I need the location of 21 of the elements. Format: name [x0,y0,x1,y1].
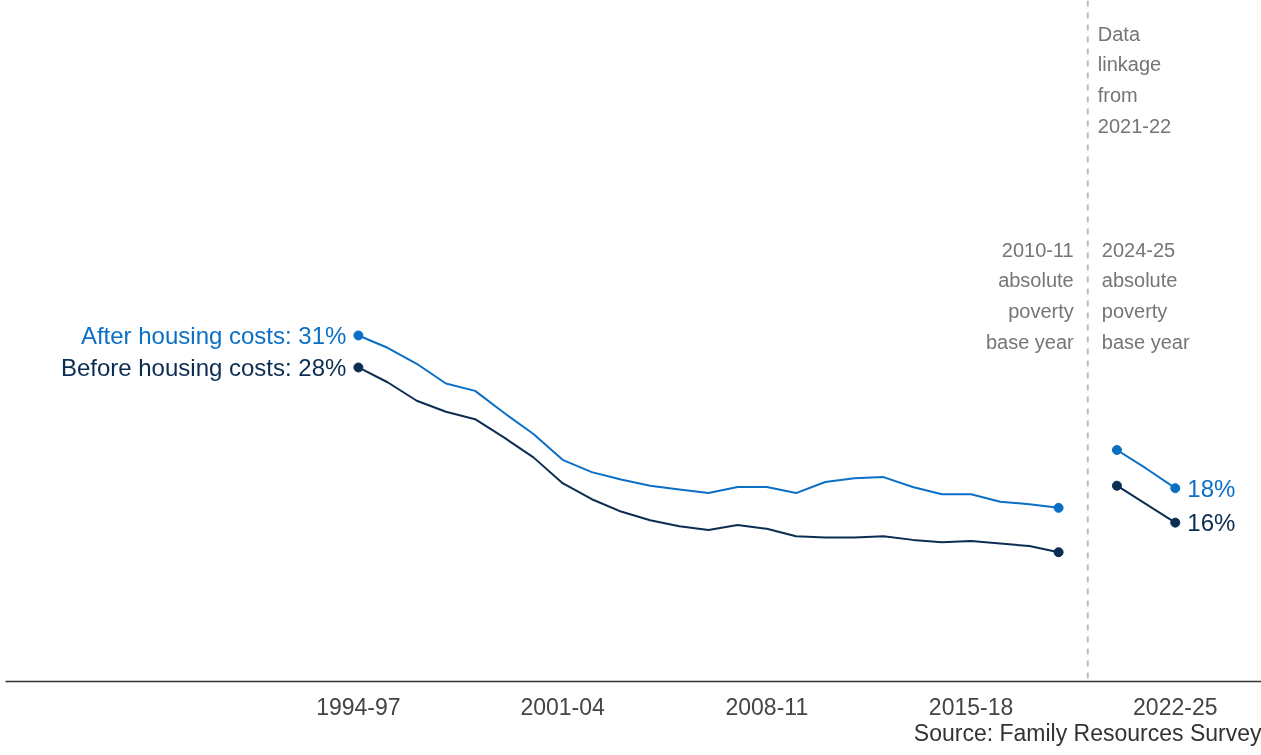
x-tick-label: 2015-18 [928,693,1014,720]
point [1170,483,1181,494]
data-label: 16% [1187,509,1236,537]
data-label: After housing costs: 31% [80,321,347,349]
point [353,362,364,373]
point [1053,502,1064,513]
x-tick-label: 2008-11 [725,693,809,720]
point [1111,480,1122,491]
point [1111,444,1122,455]
data-label: Before housing costs: 28% [60,353,347,381]
x-tick-label: 2001-04 [520,693,606,720]
x-tick-label: 1994-97 [316,693,401,720]
point [1170,517,1181,528]
x-tick-label: 2022-25 [1133,693,1218,720]
annotation: 2024-25 absolute poverty base year [1101,238,1190,353]
point [1053,547,1064,558]
point [353,330,364,341]
source-note: Source: Family Resources Survey [913,719,1261,746]
annotation: Data linkage from 2021-22 [1097,22,1172,137]
annotation: 2010-11 absolute poverty base year [985,238,1075,353]
data-label: 18% [1187,474,1236,502]
